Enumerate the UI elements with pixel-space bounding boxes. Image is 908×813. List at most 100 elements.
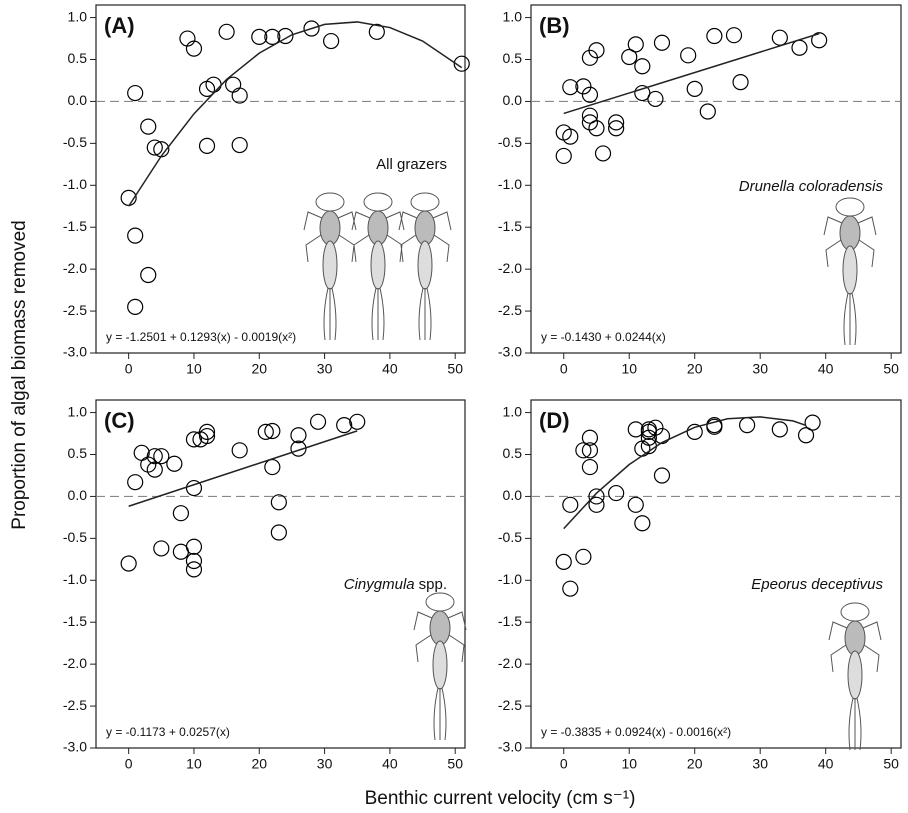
y-tick-label: -2.5 xyxy=(63,697,87,713)
data-point xyxy=(581,86,599,103)
y-tick-label: -3.0 xyxy=(63,739,87,755)
data-point xyxy=(581,458,599,476)
x-tick-label: 30 xyxy=(752,756,768,772)
insect-tail xyxy=(331,287,337,341)
data-point xyxy=(185,552,203,570)
data-point xyxy=(264,422,281,440)
x-tick-label: 40 xyxy=(382,361,398,377)
insect-abdomen xyxy=(417,240,433,290)
species-label-part: All grazers xyxy=(376,156,447,173)
data-point xyxy=(588,42,605,59)
insect-abdomen xyxy=(847,650,863,700)
insect-leg xyxy=(353,234,370,263)
y-tick-label: 1.0 xyxy=(68,8,88,24)
y-tick-label: 0.0 xyxy=(68,487,88,503)
data-point xyxy=(257,423,274,440)
data-point xyxy=(627,496,644,513)
insect-leg xyxy=(825,239,842,268)
data-point xyxy=(270,494,287,511)
data-point xyxy=(653,427,671,445)
data-point xyxy=(647,90,664,108)
data-point xyxy=(608,120,625,137)
data-point xyxy=(627,421,644,438)
y-tick-label: -3.0 xyxy=(63,344,87,360)
insect-thorax xyxy=(844,620,866,656)
data-point xyxy=(608,484,625,502)
data-point xyxy=(198,137,216,154)
data-point xyxy=(581,114,599,131)
insect-leg xyxy=(385,211,405,231)
y-tick-label: -1.0 xyxy=(498,176,522,192)
data-point xyxy=(811,32,828,49)
data-point xyxy=(218,23,235,40)
x-tick-label: 30 xyxy=(317,361,333,377)
data-point xyxy=(368,23,385,40)
fit-equation: y = -0.3835 + 0.0924(x) - 0.0016(x²) xyxy=(541,725,731,739)
data-point xyxy=(562,496,579,513)
data-point xyxy=(771,29,788,46)
data-point xyxy=(804,414,821,431)
y-tick-label: -2.5 xyxy=(498,697,522,713)
data-point xyxy=(581,107,599,124)
insect-leg xyxy=(432,211,452,231)
x-tick-label: 40 xyxy=(818,361,834,377)
data-point xyxy=(581,442,599,459)
species-label: All grazers xyxy=(376,156,447,173)
data-point xyxy=(594,145,612,162)
fit-equation: y = -0.1173 + 0.0257(x) xyxy=(106,725,230,739)
insect-leg xyxy=(448,634,465,663)
insect-head xyxy=(363,192,393,212)
insect-tail xyxy=(379,287,385,341)
insect-leg xyxy=(413,611,433,631)
data-point xyxy=(172,505,190,522)
data-point xyxy=(725,27,743,44)
insect-thorax xyxy=(429,610,451,646)
plot-frame xyxy=(530,399,902,749)
data-point xyxy=(231,87,248,104)
insect-leg xyxy=(433,234,450,263)
data-point xyxy=(185,538,203,555)
insect-tail xyxy=(843,292,849,346)
data-point xyxy=(127,227,144,244)
insect-illustration xyxy=(823,197,877,346)
data-point xyxy=(231,136,248,154)
data-point xyxy=(185,431,203,448)
plot-frame xyxy=(95,4,466,354)
data-point xyxy=(146,461,163,478)
insect-tail xyxy=(371,287,377,341)
fit-equation: y = -0.1430 + 0.0244(x) xyxy=(541,330,666,344)
data-point xyxy=(264,28,281,45)
data-point xyxy=(627,36,644,53)
insect-thorax xyxy=(319,210,341,246)
insect-leg xyxy=(857,216,877,236)
data-point xyxy=(588,120,605,137)
data-point xyxy=(146,139,163,156)
data-point xyxy=(791,39,808,56)
insect-leg xyxy=(337,211,357,231)
insect-leg xyxy=(830,644,847,673)
data-point xyxy=(608,114,625,131)
x-tick-label: 20 xyxy=(687,361,703,377)
y-tick-label: -2.5 xyxy=(63,302,87,318)
x-tick-label: 10 xyxy=(186,756,202,772)
y-tick-label: -0.5 xyxy=(498,529,522,545)
y-tick-label: 1.0 xyxy=(503,403,523,419)
insect-thorax xyxy=(414,210,436,246)
y-tick-label: -2.0 xyxy=(498,655,522,671)
fit-equation: y = -1.2501 + 0.1293(x) - 0.0019(x²) xyxy=(106,330,296,344)
panel-label: (B) xyxy=(539,13,570,38)
insect-leg xyxy=(447,611,467,631)
y-tick-label: -1.5 xyxy=(63,613,87,629)
data-point xyxy=(153,448,170,465)
insect-head xyxy=(835,197,865,217)
insect-leg xyxy=(415,634,432,663)
x-tick-label: 0 xyxy=(560,756,568,772)
insect-leg xyxy=(338,234,355,263)
y-tick-label: -0.5 xyxy=(63,529,87,545)
data-point xyxy=(146,448,163,465)
insect-leg xyxy=(351,211,371,231)
insect-tail xyxy=(433,687,439,741)
data-point xyxy=(251,28,268,45)
species-label: Drunella coloradensis xyxy=(739,178,884,195)
data-point xyxy=(127,474,144,491)
